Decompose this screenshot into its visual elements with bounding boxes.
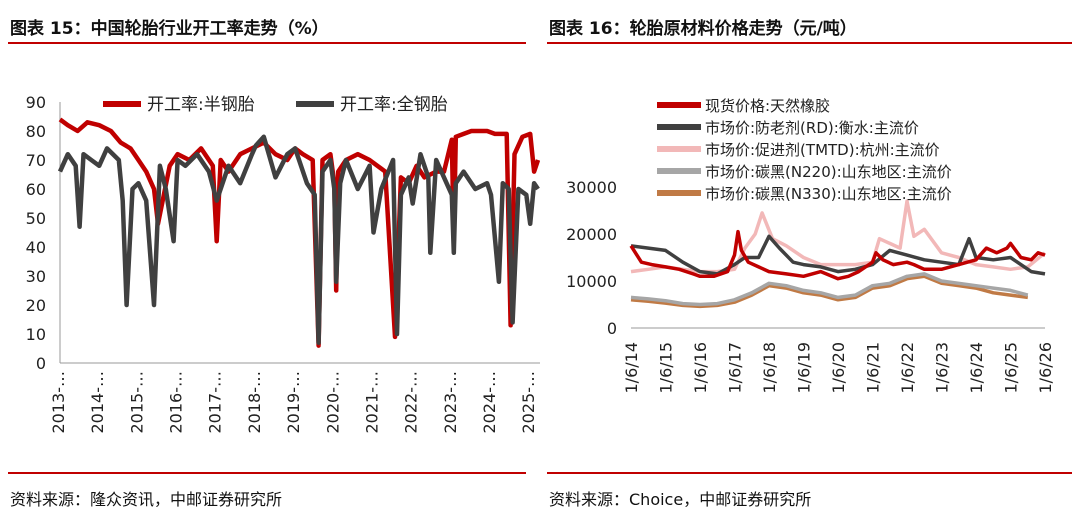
right-x-tick-label: 1/6/19 bbox=[795, 342, 814, 394]
right-series-line-carbon-black-n220 bbox=[630, 272, 1029, 307]
right-x-tick-label: 1/6/17 bbox=[726, 342, 745, 394]
right-x-tick-label: 1/6/14 bbox=[622, 342, 641, 394]
right-x-tick-label: 1/6/23 bbox=[933, 342, 952, 394]
right-chart: 0 10000 20000 30000 1/6/14 1/6/15 1/6/16 1/6/17… bbox=[566, 97, 1055, 394]
right-x-tick-label: 1/6/18 bbox=[760, 342, 779, 394]
right-x-tick-label: 1/6/21 bbox=[864, 342, 883, 394]
left-legend-label: 开工率:全钢胎 bbox=[340, 95, 448, 115]
left-x-tick-label: 2019-… bbox=[284, 371, 303, 434]
right-source-rule bbox=[547, 472, 1072, 474]
right-x-tick-label: 1/6/25 bbox=[1002, 342, 1021, 394]
left-series-line-semi-steel bbox=[58, 117, 540, 348]
right-x-tick-label: 1/6/26 bbox=[1036, 342, 1055, 394]
left-x-tick-label: 2020-… bbox=[323, 371, 342, 434]
right-series-line-antioxidant-rd bbox=[630, 234, 1046, 276]
left-chart-title: 图表 15：中国轮胎行业开工率走势（%） bbox=[10, 19, 329, 39]
right-series-line-accelerator-tmtd bbox=[630, 199, 1047, 274]
left-y-tick-label: 0 bbox=[36, 354, 46, 373]
left-source-rule bbox=[8, 472, 526, 474]
right-x-tick-label: 1/6/16 bbox=[691, 342, 710, 394]
left-x-tick-label: 2025-… bbox=[519, 371, 538, 434]
left-x-tick-label: 2014-… bbox=[88, 371, 107, 434]
right-y-tick-label: 20000 bbox=[566, 225, 617, 244]
right-x-tick-label: 1/6/20 bbox=[829, 342, 848, 394]
right-x-tick-label: 1/6/15 bbox=[657, 342, 676, 394]
left-chart: 0 10 20 30 40 50 60 70 80 90 2013-… 2014-… 2015-… 201… bbox=[26, 93, 540, 434]
left-y-tick-label: 10 bbox=[26, 325, 46, 344]
right-legend-label: 市场价:促进剂(TMTD):杭州:主流价 bbox=[705, 141, 940, 159]
right-legend-label: 现货价格:天然橡胶 bbox=[705, 97, 830, 115]
left-y-tick-label: 90 bbox=[26, 93, 46, 112]
left-x-tick-label: 2022-… bbox=[402, 371, 421, 434]
right-title-rule bbox=[547, 42, 1072, 44]
left-y-tick-label: 80 bbox=[26, 122, 46, 141]
left-x-tick-label: 2018-… bbox=[245, 371, 264, 434]
left-y-tick-label: 30 bbox=[26, 267, 46, 286]
left-series-line-all-steel bbox=[57, 134, 540, 345]
left-x-tick-label: 2013-… bbox=[49, 371, 68, 434]
left-y-tick-label: 40 bbox=[26, 238, 46, 257]
left-y-tick-label: 70 bbox=[26, 151, 46, 170]
left-x-tick-label: 2015-… bbox=[127, 371, 146, 434]
right-legend-label: 市场价:碳黑(N330):山东地区:主流价 bbox=[705, 185, 952, 203]
left-y-tick-label: 20 bbox=[26, 296, 46, 315]
left-legend-label: 开工率:半钢胎 bbox=[147, 95, 255, 115]
right-y-tick-label: 30000 bbox=[566, 178, 617, 197]
left-y-tick-label: 50 bbox=[26, 209, 46, 228]
right-chart-title: 图表 16：轮胎原材料价格走势（元/吨） bbox=[549, 19, 857, 39]
left-y-tick-label: 60 bbox=[26, 180, 46, 199]
right-y-tick-label: 0 bbox=[607, 319, 617, 338]
right-x-tick-label: 1/6/24 bbox=[967, 342, 986, 394]
right-legend-label: 市场价:碳黑(N220):山东地区:主流价 bbox=[705, 163, 952, 181]
right-source: 资料来源：Choice，中邮证券研究所 bbox=[549, 490, 812, 509]
right-legend-label: 市场价:防老剂(RD):衡水:主流价 bbox=[705, 119, 919, 137]
right-series-line-carbon-black-n330 bbox=[630, 274, 1029, 309]
right-y-tick-label: 10000 bbox=[566, 272, 617, 291]
left-x-tick-label: 2023-… bbox=[441, 371, 460, 434]
left-x-tick-label: 2017-… bbox=[206, 371, 225, 434]
left-x-tick-label: 2016-… bbox=[167, 371, 186, 434]
left-x-tick-label: 2024-… bbox=[480, 371, 499, 434]
left-x-tick-label: 2021-… bbox=[362, 371, 381, 434]
right-x-tick-label: 1/6/22 bbox=[898, 342, 917, 394]
left-source: 资料来源：隆众资讯，中邮证券研究所 bbox=[10, 490, 283, 509]
right-series-line-natural-rubber bbox=[629, 229, 1046, 281]
left-title-rule bbox=[8, 42, 526, 44]
